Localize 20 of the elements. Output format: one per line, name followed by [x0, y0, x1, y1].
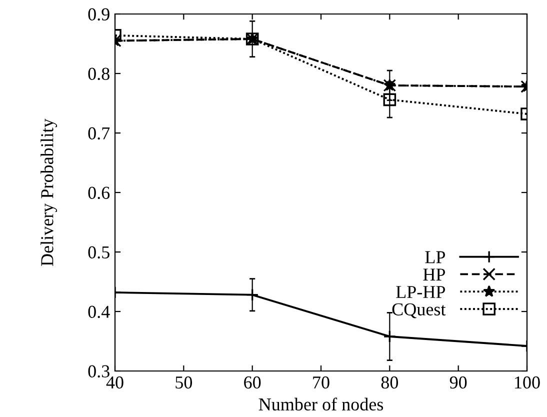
legend-label: LP-HP	[396, 286, 446, 298]
x-tick-label: 40	[106, 376, 124, 389]
legend-label: HP	[423, 268, 446, 281]
y-tick-label: 0.7	[88, 127, 110, 140]
y-tick-label: 0.4	[88, 306, 110, 318]
x-tick-label: 70	[313, 376, 330, 389]
y-tick-label: 0.5	[88, 246, 110, 259]
x-tick-label: 80	[381, 376, 398, 389]
x-tick-label: 60	[244, 376, 261, 389]
legend-label: LP	[425, 251, 446, 264]
x-tick-label: 90	[450, 376, 467, 389]
y-tick-label: 0.6	[88, 186, 110, 200]
y-axis-title: Delivery Probability	[40, 118, 58, 266]
x-tick-label: 100	[515, 376, 540, 389]
y-tick-label: 0.8	[88, 68, 110, 80]
y-tick-label: 0.9	[88, 8, 110, 21]
y-tick-label: 0.3	[88, 365, 110, 378]
x-tick-label: 50	[176, 376, 192, 389]
legend-label: CQuest	[392, 303, 446, 318]
x-axis-title: Number of nodes	[258, 398, 384, 410]
